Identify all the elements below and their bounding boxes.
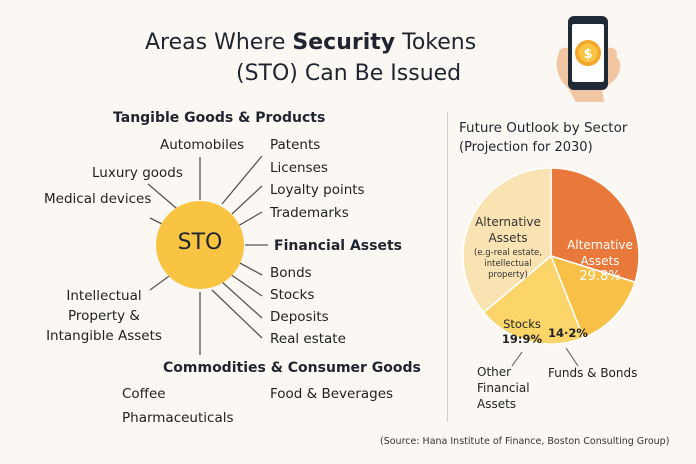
item-trademarks: Trademarks	[270, 205, 349, 221]
chart-title: Future Outlook by Sector	[459, 120, 628, 136]
item-intellectual-property: Intellectual Property & Intangible Asset…	[46, 288, 162, 344]
ext-label-funds-bonds: Funds & Bonds	[548, 366, 638, 380]
page-title-line2: (STO) Can Be Issued	[236, 61, 462, 86]
phone-coin-icon: $	[556, 16, 621, 102]
title-pre: Areas Where	[145, 30, 293, 55]
leader-line-1	[565, 347, 579, 367]
slice-funds-bonds	[549, 254, 636, 339]
item-deposits: Deposits	[270, 309, 329, 325]
title-bold: Security	[292, 30, 396, 55]
item-food-beverages: Food & Beverages	[270, 386, 394, 402]
svg-text:$: $	[583, 47, 592, 62]
item-medical-devices: Medical devices	[44, 191, 152, 207]
financial-heading: Financial Assets	[274, 238, 402, 254]
item-automobiles: Automobiles	[160, 137, 245, 153]
slice-alternative-assets	[550, 167, 640, 284]
item-bonds: Bonds	[270, 265, 312, 281]
slice-label-alt-orange: Alternative Assets 29.8%	[562, 237, 638, 285]
slice-alt-orange-name: Alternative Assets	[567, 238, 633, 268]
slice-alt-light-sub: (e.g-real estate, intellectual property)	[474, 248, 542, 280]
slice-label-alt-light: Alternative Assets (e.g-real estate, int…	[470, 214, 546, 281]
slice-alt-light-name: Alternative Assets	[475, 215, 541, 245]
commodities-heading: Commodities & Consumer Goods	[163, 360, 421, 376]
item-real-estate: Real estate	[270, 331, 346, 347]
leader-line-0	[511, 351, 523, 367]
page-title: Areas Where Security Tokens	[145, 29, 476, 57]
item-stocks: Stocks	[270, 287, 315, 303]
slice-alternative-assets-other	[462, 167, 552, 314]
chart-subtitle: (Projection for 2030)	[459, 140, 593, 155]
sto-sun	[156, 201, 244, 289]
tangible-heading: Tangible Goods & Products	[113, 110, 326, 126]
item-luxury-goods: Luxury goods	[92, 165, 183, 181]
item-coffee: Coffee	[122, 386, 166, 402]
source-footnote: (Source: Hana Institute of Finance, Bost…	[380, 436, 670, 447]
slice-stocks	[482, 254, 585, 345]
item-licenses: Licenses	[270, 160, 328, 176]
slice-label-stocks: Stocks 19:9%	[496, 317, 548, 347]
slice-alt-orange-value: 29.8%	[579, 269, 621, 284]
item-pharmaceuticals: Pharmaceuticals	[122, 410, 234, 426]
slice-stocks-value: 19:9%	[501, 332, 543, 346]
item-patents: Patents	[270, 137, 321, 153]
slice-funds-value: 14·2%	[548, 326, 588, 340]
sto-center-label: STO	[177, 230, 223, 255]
section-divider	[447, 112, 448, 422]
slice-stocks-name: Stocks	[503, 317, 541, 331]
item-loyalty-points: Loyalty points	[270, 182, 365, 198]
ext-label-other-financial: Other Financial Assets	[477, 365, 530, 411]
title-post: Tokens	[395, 30, 477, 55]
